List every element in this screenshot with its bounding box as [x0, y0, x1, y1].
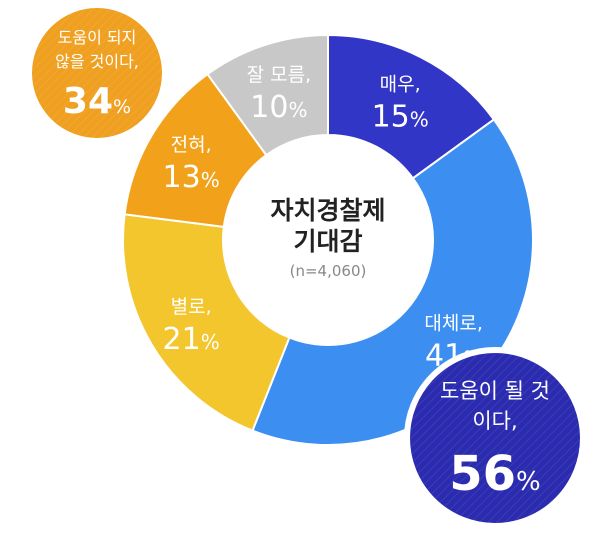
center-title-line-2: 기대감: [293, 227, 362, 256]
slice-value-label-2: 21%: [163, 322, 220, 357]
summary-bubble-text-1-1: 않을 것이다,: [55, 52, 139, 71]
summary-bubble-text-0-0: 도움이 될 것: [440, 379, 550, 403]
summary-bubble-text-0-1: 이다,: [472, 409, 517, 433]
summary-bubble-value-0: 56%: [449, 446, 541, 502]
slice-name-label-4: 잘 모름,: [247, 64, 312, 86]
slice-name-label-1: 대체로,: [424, 312, 482, 334]
summary-bubble-texture-0: [410, 353, 580, 523]
summary-bubble-text-1-0: 도움이 되지: [58, 28, 137, 47]
center-sample-size: (n=4,060): [290, 262, 367, 280]
summary-bubble-texture-1: [32, 8, 162, 138]
donut-slice-2: [122, 213, 291, 432]
summary-bubble-value-1: 34%: [63, 81, 131, 122]
slice-value-label-3: 13%: [163, 160, 220, 195]
slice-name-label-2: 별로,: [171, 296, 212, 318]
slice-value-label-0: 15%: [372, 99, 429, 134]
slice-name-label-3: 전혀,: [171, 134, 212, 156]
donut-slice-4: [206, 33, 329, 157]
donut-slice-0: [327, 33, 496, 180]
center-title-line-1: 자치경찰제: [270, 196, 385, 225]
slice-value-label-4: 10%: [250, 90, 307, 125]
center-label: 자치경찰제 기대감 (n=4,060): [270, 196, 385, 280]
slice-name-label-0: 매우,: [380, 73, 421, 95]
